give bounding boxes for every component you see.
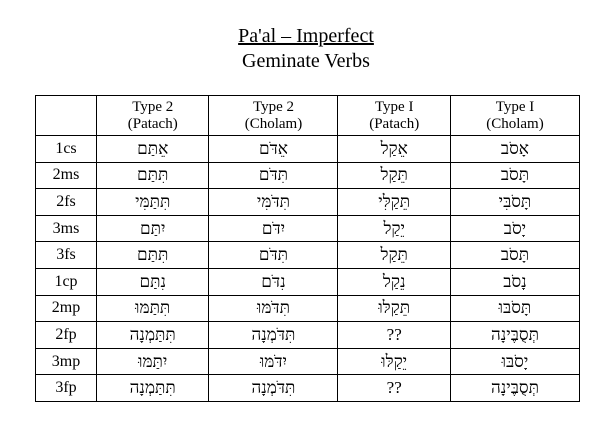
hebrew-form: תִּתַּמְנָה [95,321,210,349]
hebrew-form: אֵדֹּם [208,135,339,163]
table-row: 2fs תִּתַּמִּי תִּדֹּמִּי תֵּקַלִּי תָּסֹבִּ… [35,188,581,216]
column-type: Type I [374,98,414,115]
row-label: 1cp [35,267,97,296]
corner-cell [35,95,97,136]
hebrew-form: תְּסֻבֶּינָה [449,321,581,349]
hebrew-form: תִּתַּם [95,161,210,190]
hebrew-form: נִדֹּם [208,267,339,296]
hebrew-form: תִּדֹּמְנָה [208,374,339,402]
column-type: Type 2 [252,98,294,115]
hebrew-form: ?? [337,321,451,349]
table-row: 3fs תִּתַּם תִּדֹּם תֵּקַל תָּסֹב [35,241,581,269]
column-header: Type 2 (Patach) [95,95,210,136]
title: Pa'al – Imperfect [238,25,374,47]
hebrew-form: תִּדֹּם [208,161,339,190]
column-type: Type 2 [132,98,174,115]
hebrew-form: תִּתַּם [95,241,210,269]
hebrew-form: יִדֹּמּוּ [208,347,339,376]
row-label: 3ms [35,214,97,243]
hebrew-form: תִּתַּמְנָה [95,374,210,402]
hebrew-form: תִּדֹּם [208,241,339,269]
hebrew-form: תִּתַּמּוּ [95,294,210,323]
table-row: 2ms תִּתַּם תִּדֹּם תֵּקַל תָּסֹב [35,161,581,190]
hebrew-form: תִּדֹּמִּי [208,188,339,216]
hebrew-form: תִּתַּמִּי [95,188,210,216]
table-row: 3mp יִתַּמּוּ יִדֹּמּוּ יֵקַלּוּ יָסֹבּוּ [35,347,581,376]
column-variant: (Cholam) [244,115,303,132]
hebrew-form: תָּסֹבִּי [449,188,581,216]
hebrew-form: נָסֹב [449,267,581,296]
table-row: 3ms יִתַּם יִדֹּם יֵקַל יָסֹב [35,214,581,243]
hebrew-form: ?? [337,374,451,402]
row-label: 2mp [35,294,97,323]
table-row: 1cs אֵתַּם אֵדֹּם אֵקַל אָסֹב [35,135,581,163]
hebrew-form: יִתַּמּוּ [95,347,210,376]
row-label: 2fs [35,188,97,216]
hebrew-form: יֵקַלּוּ [337,347,451,376]
hebrew-form: יִדֹּם [208,214,339,243]
header-row: Type 2 (Patach) Type 2 (Cholam) Type I (Patac… [35,95,581,136]
column-type: Type I [495,98,535,115]
table-row: 3fp תִּתַּמְנָה תִּדֹּמְנָה?? תְּסֻבֶּינָה [35,374,581,402]
hebrew-form: תֵּקַלּוּ [337,294,451,323]
conjugation-table: Type 2 (Patach) Type 2 (Cholam) Type I (Patac… [35,95,581,402]
hebrew-form: תָּסֹבּוּ [449,294,581,323]
column-header: Type 2 (Cholam) [208,95,339,136]
hebrew-form: תָּסֹב [449,161,581,190]
hebrew-form: תִּדֹּמְנָה [208,321,339,349]
hebrew-form: תְּסֻבֶּינָה [449,374,581,402]
column-variant: (Cholam) [486,115,544,132]
hebrew-form: יָסֹב [449,214,581,243]
row-label: 3mp [35,347,97,376]
hebrew-form: נֵקַל [337,267,451,296]
hebrew-form: תָּסֹב [449,241,581,269]
row-label: 1cs [35,135,97,163]
hebrew-form: אָסֹב [449,135,581,163]
table-row: 2fp תִּתַּמְנָה תִּדֹּמְנָה?? תְּסֻבֶּינָה [35,321,581,349]
hebrew-form: תִּדֹּמּוּ [208,294,339,323]
row-label: 3fp [35,374,97,402]
hebrew-form: יִתַּם [95,214,210,243]
row-label: 2fp [35,321,97,349]
column-header: Type I (Cholam) [449,95,581,136]
row-label: 2ms [35,161,97,190]
column-variant: (Patach) [127,115,178,132]
column-variant: (Patach) [369,115,420,132]
hebrew-form: יֵקַל [337,214,451,243]
table-row: 1cp נִתַּם נִדֹּם נֵקַל נָסֹב [35,267,581,296]
hebrew-form: תֵּקַל [337,241,451,269]
column-header: Type I (Patach) [337,95,451,136]
hebrew-form: נִתַּם [95,267,210,296]
hebrew-form: תֵּקַל [337,161,451,190]
hebrew-form: אֵתַּם [95,135,210,163]
table-row: 2mp תִּתַּמּוּ תִּדֹּמּוּ תֵּקַלּוּ תָּסֹבּו… [35,294,581,323]
subtitle: Geminate Verbs [242,50,370,72]
hebrew-form: אֵקַל [337,135,451,163]
hebrew-form: תֵּקַלִּי [337,188,451,216]
row-label: 3fs [35,241,97,269]
hebrew-form: יָסֹבּוּ [449,347,581,376]
